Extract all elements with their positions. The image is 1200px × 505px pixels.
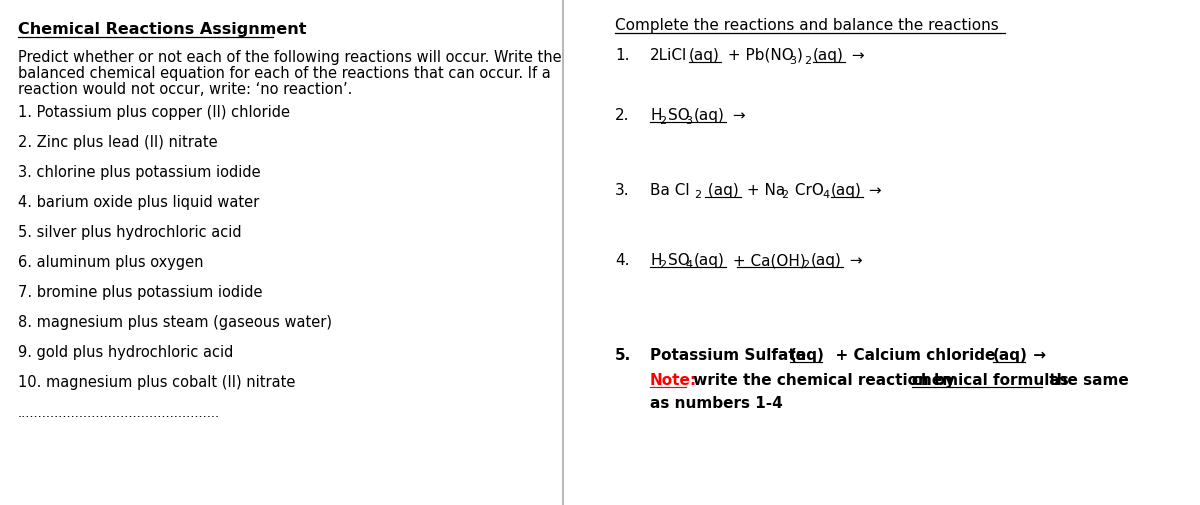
Text: the same: the same <box>1044 373 1129 388</box>
Text: (aq): (aq) <box>689 48 720 63</box>
Text: Note:: Note: <box>650 373 697 388</box>
Text: 5. silver plus hydrochloric acid: 5. silver plus hydrochloric acid <box>18 225 241 240</box>
Text: 5.: 5. <box>616 348 631 363</box>
Text: SO: SO <box>668 253 690 268</box>
Text: 2: 2 <box>659 116 666 126</box>
Text: reaction would not occur, write: ‘no reaction’.: reaction would not occur, write: ‘no rea… <box>18 82 353 97</box>
Text: 10. magnesium plus cobalt (II) nitrate: 10. magnesium plus cobalt (II) nitrate <box>18 375 295 390</box>
Text: 3: 3 <box>790 56 796 66</box>
Text: 2LiCl: 2LiCl <box>650 48 688 63</box>
Text: Potassium Sulfate: Potassium Sulfate <box>650 348 811 363</box>
Text: CrO: CrO <box>790 183 824 198</box>
Text: 4.: 4. <box>616 253 630 268</box>
Text: Predict whether or not each of the following reactions will occur. Write the: Predict whether or not each of the follo… <box>18 50 562 65</box>
Text: + Calcium chloride: + Calcium chloride <box>826 348 1001 363</box>
Text: (aq): (aq) <box>703 183 739 198</box>
Text: →: → <box>728 108 745 123</box>
Text: H: H <box>650 108 661 123</box>
Text: H: H <box>650 253 661 268</box>
Text: (aq): (aq) <box>830 183 862 198</box>
Text: 2: 2 <box>804 56 811 66</box>
Text: 2.: 2. <box>616 108 630 123</box>
Text: →: → <box>847 48 865 63</box>
Text: + Pb(NO: + Pb(NO <box>722 48 793 63</box>
Text: chemical formulas: chemical formulas <box>912 373 1069 388</box>
Text: SO: SO <box>668 108 690 123</box>
Text: 4: 4 <box>822 190 829 200</box>
Text: Chemical Reactions Assignment: Chemical Reactions Assignment <box>18 22 306 37</box>
Text: →: → <box>864 183 882 198</box>
Text: as numbers 1-4: as numbers 1-4 <box>650 396 782 411</box>
Text: 3: 3 <box>685 116 692 126</box>
Text: Complete the reactions and balance the reactions: Complete the reactions and balance the r… <box>616 18 998 33</box>
Text: 3.: 3. <box>616 183 630 198</box>
Text: (aq): (aq) <box>694 253 725 268</box>
Text: 4. barium oxide plus liquid water: 4. barium oxide plus liquid water <box>18 195 259 210</box>
Text: + Ca(OH): + Ca(OH) <box>728 253 805 268</box>
Text: 2. Zinc plus lead (II) nitrate: 2. Zinc plus lead (II) nitrate <box>18 135 217 150</box>
Text: 6. aluminum plus oxygen: 6. aluminum plus oxygen <box>18 255 204 270</box>
Text: (aq): (aq) <box>994 348 1028 363</box>
Text: balanced chemical equation for each of the reactions that can occur. If a: balanced chemical equation for each of t… <box>18 66 551 81</box>
Text: →: → <box>1028 348 1046 363</box>
Text: .................................................: ........................................… <box>18 407 220 420</box>
Text: (aq): (aq) <box>790 348 824 363</box>
Text: (aq): (aq) <box>694 108 725 123</box>
Text: 2: 2 <box>802 261 809 271</box>
Text: Ba Cl: Ba Cl <box>650 183 690 198</box>
Text: + Na: + Na <box>742 183 785 198</box>
Text: 7. bromine plus potassium iodide: 7. bromine plus potassium iodide <box>18 285 263 300</box>
Text: 4: 4 <box>685 261 692 271</box>
Text: 8. magnesium plus steam (gaseous water): 8. magnesium plus steam (gaseous water) <box>18 315 332 330</box>
Text: write the chemical reaction by: write the chemical reaction by <box>688 373 960 388</box>
Text: 9. gold plus hydrochloric acid: 9. gold plus hydrochloric acid <box>18 345 233 360</box>
Text: 3. chlorine plus potassium iodide: 3. chlorine plus potassium iodide <box>18 165 260 180</box>
Text: 1. Potassium plus copper (II) chloride: 1. Potassium plus copper (II) chloride <box>18 105 290 120</box>
Text: 2: 2 <box>781 190 788 200</box>
Text: (aq): (aq) <box>814 48 844 63</box>
Text: (aq): (aq) <box>811 253 842 268</box>
Text: 2: 2 <box>659 261 666 271</box>
Text: 1.: 1. <box>616 48 630 63</box>
Text: →: → <box>845 253 863 268</box>
Text: 2: 2 <box>694 190 701 200</box>
Text: ): ) <box>797 48 803 63</box>
